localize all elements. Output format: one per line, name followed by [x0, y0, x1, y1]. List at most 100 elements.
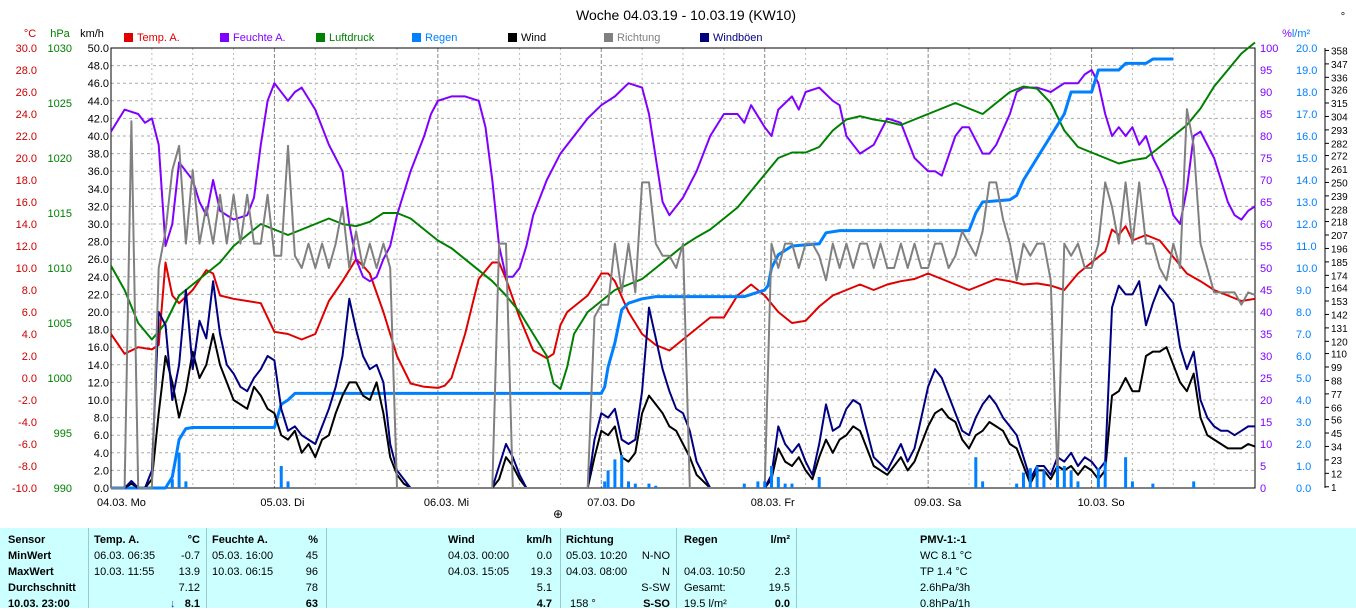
row-label-current: 10.03. 23:00 [8, 598, 70, 610]
rain-tick-label: 15.0 [1296, 153, 1317, 165]
direction-marker-icon: ⊕ [553, 507, 563, 521]
rain-tick-label: 10.0 [1296, 263, 1317, 275]
x-tick-label: 07.03. Do [587, 497, 635, 509]
direction-tick-label: 196 [1331, 244, 1348, 255]
x-tick-label: 05.03. Di [260, 497, 304, 509]
rain-interval-bar [603, 481, 607, 488]
rain-interval-bar [647, 483, 651, 488]
humidity-tick-label: 10 [1260, 439, 1272, 451]
temp-tick-label: 0.0 [22, 373, 37, 385]
rain-tick-label: 19.0 [1296, 65, 1317, 77]
pressure-tick-label: 1005 [48, 318, 72, 330]
legend-swatch [700, 33, 709, 42]
legend-swatch [604, 33, 613, 42]
direction-tick-label: 228 [1331, 205, 1348, 216]
series-line-richtung [111, 108, 1256, 489]
direction-tick-label: 315 [1331, 99, 1348, 110]
wind-min-value: 0.0 [536, 550, 552, 562]
direction-tick-label: 304 [1331, 112, 1348, 123]
rain-interval-bar [633, 483, 637, 488]
temp-tick-label: 30.0 [16, 43, 37, 55]
rain-tick-label: 17.0 [1296, 109, 1317, 121]
rain-interval-bar [1021, 472, 1025, 488]
temp-tick-label: -8.0 [18, 461, 37, 473]
dir-current-degrees: 158 ° [570, 598, 596, 610]
temp-tick-label: 6.0 [22, 307, 37, 319]
hum-max-time: 10.03. 06:15 [212, 566, 274, 578]
legend-label: Windböen [713, 32, 763, 44]
temp-tick-label: 14.0 [16, 219, 37, 231]
rain-max-time: 04.03. 10:50 [684, 566, 746, 578]
rain-tick-label: 2.0 [1296, 439, 1311, 451]
wind-tick-label: 24.0 [88, 272, 109, 284]
humidity-tick-label: 40 [1260, 307, 1272, 319]
plot-frame [110, 47, 1256, 489]
temp-tick-label: 4.0 [22, 329, 37, 341]
pressure-tick-label: 1025 [48, 98, 72, 110]
rain-current-value: 0.0 [774, 598, 790, 610]
humidity-tick-label: 15 [1260, 417, 1272, 429]
direction-tick-label: 153 [1331, 297, 1348, 308]
row-label-avg: Durchschnitt [8, 582, 76, 594]
temp-header: Temp. A. [94, 534, 140, 546]
rain-tick-label: 7.0 [1296, 329, 1311, 341]
dir-avg-value: S-SW [641, 582, 670, 594]
dir-min-time: 05.03. 10:20 [566, 550, 628, 562]
series-line-feuchte-a- [110, 69, 1256, 283]
wind-tick-label: 2.0 [94, 465, 109, 477]
hum-max-value: 96 [305, 566, 318, 578]
wind-tick-label: 44.0 [88, 96, 109, 108]
dir-min-value: N-NO [641, 550, 670, 562]
rain-interval-bar [1042, 470, 1046, 488]
rain-unit: l/m² [770, 534, 790, 546]
rain-interval-bar [170, 479, 174, 488]
direction-tick-label: 174 [1331, 271, 1348, 282]
temp-avg-value: 7.12 [178, 582, 200, 594]
row-label-min: MinWert [8, 550, 52, 562]
temp-unit: °C [187, 534, 200, 546]
pressure-axis-unit: hPa [50, 28, 70, 40]
rain-interval-bar [1076, 481, 1080, 488]
temp-tick-label: -6.0 [18, 439, 37, 451]
pressure-tick-label: 1015 [48, 208, 72, 220]
rain-interval-bar [606, 470, 610, 488]
legend-label: Regen [425, 32, 457, 44]
direction-tick-label: 66 [1331, 403, 1343, 414]
pressure-tick-label: 1020 [48, 153, 72, 165]
pmv-pressure-1h: 0.8hPa/1h [920, 598, 971, 610]
wind-current-value: 4.7 [536, 598, 552, 610]
rain-tick-label: 0.0 [1296, 483, 1311, 495]
direction-tick-label: 34 [1331, 442, 1343, 453]
temp-max-time: 10.03. 11:55 [94, 566, 155, 578]
rain-tick-label: 4.0 [1296, 395, 1311, 407]
rain-tick-label: 8.0 [1296, 307, 1311, 319]
wind-tick-label: 14.0 [88, 360, 109, 372]
direction-tick-label: 358 [1331, 46, 1348, 57]
x-tick-label: 08.03. Fr [751, 497, 795, 509]
rain-current-label: 19.5 l/m² [684, 598, 727, 610]
temp-tick-label: 26.0 [16, 87, 37, 99]
dir-max-time: 04.03. 08:00 [566, 566, 628, 578]
weather-chart: °C hPa km/h30.028.026.024.022.020.018.016.… [12, 7, 1348, 521]
rain-interval-bar [1103, 461, 1107, 488]
direction-tick-label: 142 [1331, 310, 1348, 321]
wind-unit: km/h [526, 534, 552, 546]
rain-interval-bar [974, 457, 978, 488]
direction-tick-label: 120 [1331, 337, 1348, 348]
wind-tick-label: 34.0 [88, 184, 109, 196]
rain-interval-bar [177, 452, 181, 488]
x-tick-label: 06.03. Mi [424, 497, 469, 509]
wind-tick-label: 6.0 [94, 430, 109, 442]
wind-tick-label: 36.0 [88, 166, 109, 178]
temp-min-value: -0.7 [181, 550, 200, 562]
temp-tick-label: -4.0 [18, 417, 37, 429]
legend-label: Feuchte A. [233, 32, 286, 44]
hum-current-value: 63 [305, 598, 318, 610]
wind-max-value: 19.3 [530, 566, 552, 578]
humidity-tick-label: 65 [1260, 197, 1272, 209]
rain-interval-bar [1015, 483, 1019, 488]
dir-current-value: S-SO [643, 598, 670, 610]
humidity-tick-label: 80 [1260, 131, 1272, 143]
hum-avg-value: 78 [305, 582, 318, 594]
pmv-windchill: WC 8.1 °C [920, 550, 973, 562]
